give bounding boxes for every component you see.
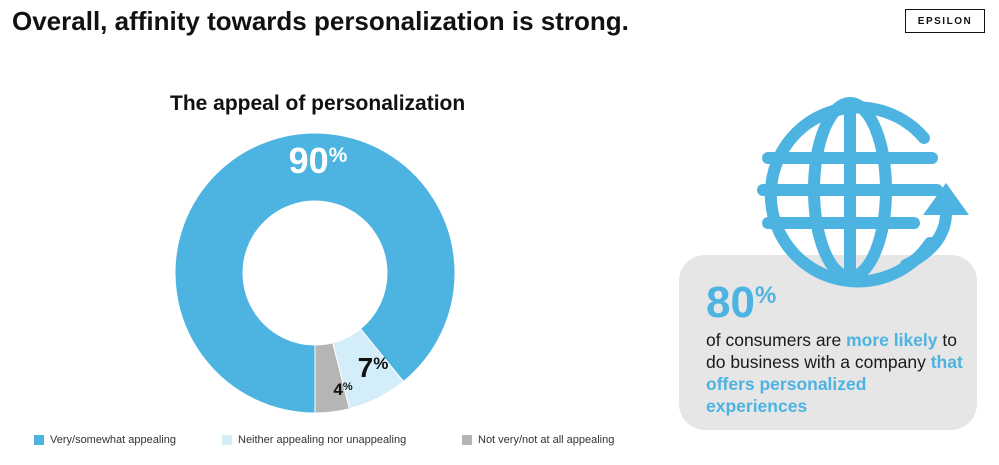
slice-label-very-appealing: 90% <box>289 140 348 181</box>
legend-swatch <box>222 435 232 445</box>
stat-unit: % <box>754 282 777 309</box>
brand-logo: EPSILON <box>905 9 985 33</box>
legend-label: Not very/not at all appealing <box>478 434 615 446</box>
stat-number: 80 <box>706 278 755 327</box>
legend-label: Very/somewhat appealing <box>50 434 176 446</box>
stat-value: 80% <box>706 278 776 328</box>
slice-label-neither: 7% <box>358 352 389 383</box>
globe-arrow-icon <box>757 97 969 288</box>
chart-title: The appeal of personalization <box>170 92 466 115</box>
legend-item-very-appealing: Very/somewhat appealing <box>34 434 176 446</box>
stat-text-highlight: more likely <box>846 330 938 350</box>
stat-text-part: to do business with a company <box>706 330 957 372</box>
slice-label-not-appealing: 4% <box>333 380 352 399</box>
legend-swatch <box>34 435 44 445</box>
slice-neither <box>332 328 405 410</box>
chart-legend: Very/somewhat appealing Neither appealin… <box>0 434 700 454</box>
page-title: Overall, affinity towards personalizatio… <box>12 6 629 36</box>
legend-item-not-appealing: Not very/not at all appealing <box>462 434 614 446</box>
legend-label: Neither appealing nor unappealing <box>238 434 407 446</box>
donut-chart: 90% 7% 4% <box>174 132 456 414</box>
stat-text-highlight: that offers personalized experiences <box>706 352 963 416</box>
legend-item-neither: Neither appealing nor unappealing <box>222 434 406 446</box>
stat-description: of consumers are more likely to do busin… <box>706 329 966 417</box>
slice-very-appealing <box>174 132 456 414</box>
stat-text-part: of consumers are <box>706 330 847 350</box>
legend-swatch <box>462 435 472 445</box>
stat-callout <box>679 255 977 430</box>
